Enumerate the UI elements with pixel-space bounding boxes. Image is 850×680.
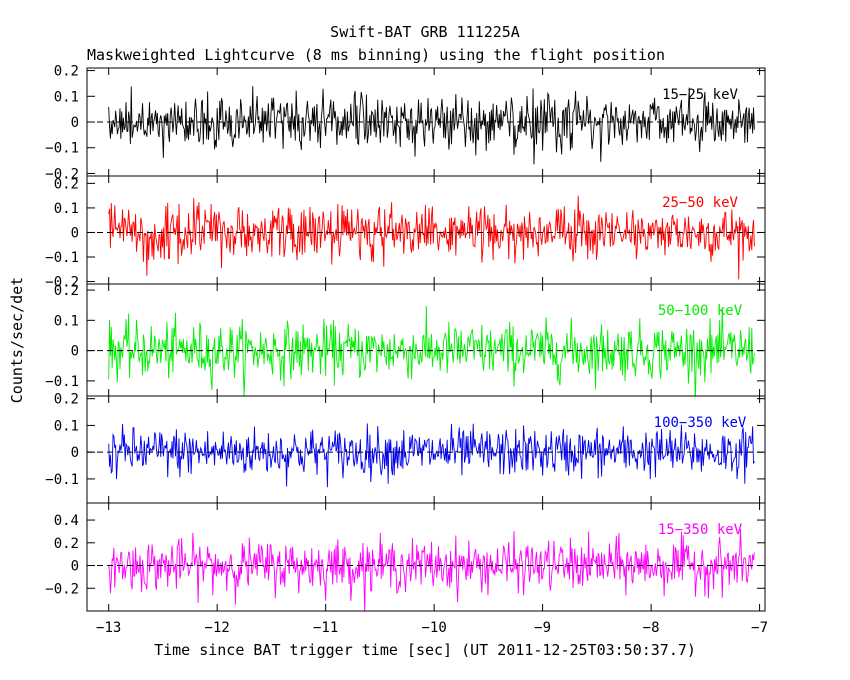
y-tick-label: −0.1 — [45, 141, 79, 157]
lightcurve-trace-5 — [108, 529, 755, 611]
y-tick-label: −0.1 — [45, 374, 79, 390]
chart-subtitle: Maskweighted Lightcurve (8 ms binning) u… — [87, 46, 665, 64]
lightcurve-trace-1 — [108, 86, 755, 165]
y-tick-label: 0.1 — [54, 418, 79, 434]
x-tick-label: −8 — [643, 620, 660, 636]
x-tick-label: −10 — [421, 620, 446, 636]
y-tick-label: 0.1 — [54, 201, 79, 217]
y-tick-label: 0.1 — [54, 89, 79, 105]
panel-2: −0.2 −0.1 0 0.1 0.2 25−50 keV — [45, 175, 766, 291]
y-tick-label: −0.1 — [45, 472, 79, 488]
y-axis-label: Counts/sec/det — [8, 277, 26, 403]
y-tick-label: −0.2 — [45, 581, 79, 597]
x-tick-label: −11 — [313, 620, 338, 636]
band-label: 15−350 keV — [658, 522, 743, 538]
x-tick-label: −13 — [96, 620, 121, 636]
y-tick-label: 0.4 — [54, 513, 79, 529]
panel-frame — [86, 502, 766, 612]
band-label: 50−100 keV — [658, 303, 743, 319]
x-tick-label: −12 — [205, 620, 230, 636]
x-tick-label: −7 — [751, 620, 768, 636]
panel-1: −0.2 −0.1 0 0.1 0.2 15−25 keV — [45, 64, 766, 182]
lightcurve-trace-2 — [108, 195, 755, 280]
y-tick-label: 0 — [71, 445, 79, 461]
panels-group: −0.2 −0.1 0 0.1 0.2 15−25 keV −0.2 −0.1 0 0.1 0.2 2… — [45, 64, 766, 612]
y-tick-label: 0 — [71, 559, 79, 575]
y-tick-label: 0.1 — [54, 313, 79, 329]
y-tick-label: −0.2 — [45, 166, 79, 182]
lightcurve-trace-3 — [108, 305, 755, 396]
panel-4: −0.1 0 0.1 0.2 100−350 keV — [45, 392, 766, 504]
y-tick-label: 0 — [71, 115, 79, 131]
y-tick-label: 0 — [71, 344, 79, 360]
band-label: 15−25 keV — [662, 87, 738, 103]
y-tick-label: −0.1 — [45, 250, 79, 266]
band-label: 25−50 keV — [662, 195, 738, 211]
y-tick-label: 0 — [71, 225, 79, 241]
chart-title: Swift-BAT GRB 111225A — [330, 23, 520, 41]
x-axis-label: Time since BAT trigger time [sec] (UT 20… — [154, 641, 696, 659]
y-tick-label: −0.2 — [45, 275, 79, 291]
panel-5: −0.2 0 0.2 0.4 15−350 keV — [45, 502, 766, 612]
lightcurve-trace-4 — [108, 423, 755, 488]
y-tick-label: 0.2 — [54, 64, 79, 80]
panel-3: −0.1 0 0.1 0.2 50−100 keV — [45, 283, 766, 397]
y-tick-label: 0.2 — [54, 392, 79, 408]
y-tick-label: 0.2 — [54, 283, 79, 299]
y-tick-label: 0.2 — [54, 536, 79, 552]
x-axis: −13 −12 −11 −10 −9 −8 −7 — [96, 620, 768, 636]
band-label: 100−350 keV — [654, 415, 747, 431]
x-tick-label: −9 — [534, 620, 551, 636]
y-tick-label: 0.2 — [54, 176, 79, 192]
